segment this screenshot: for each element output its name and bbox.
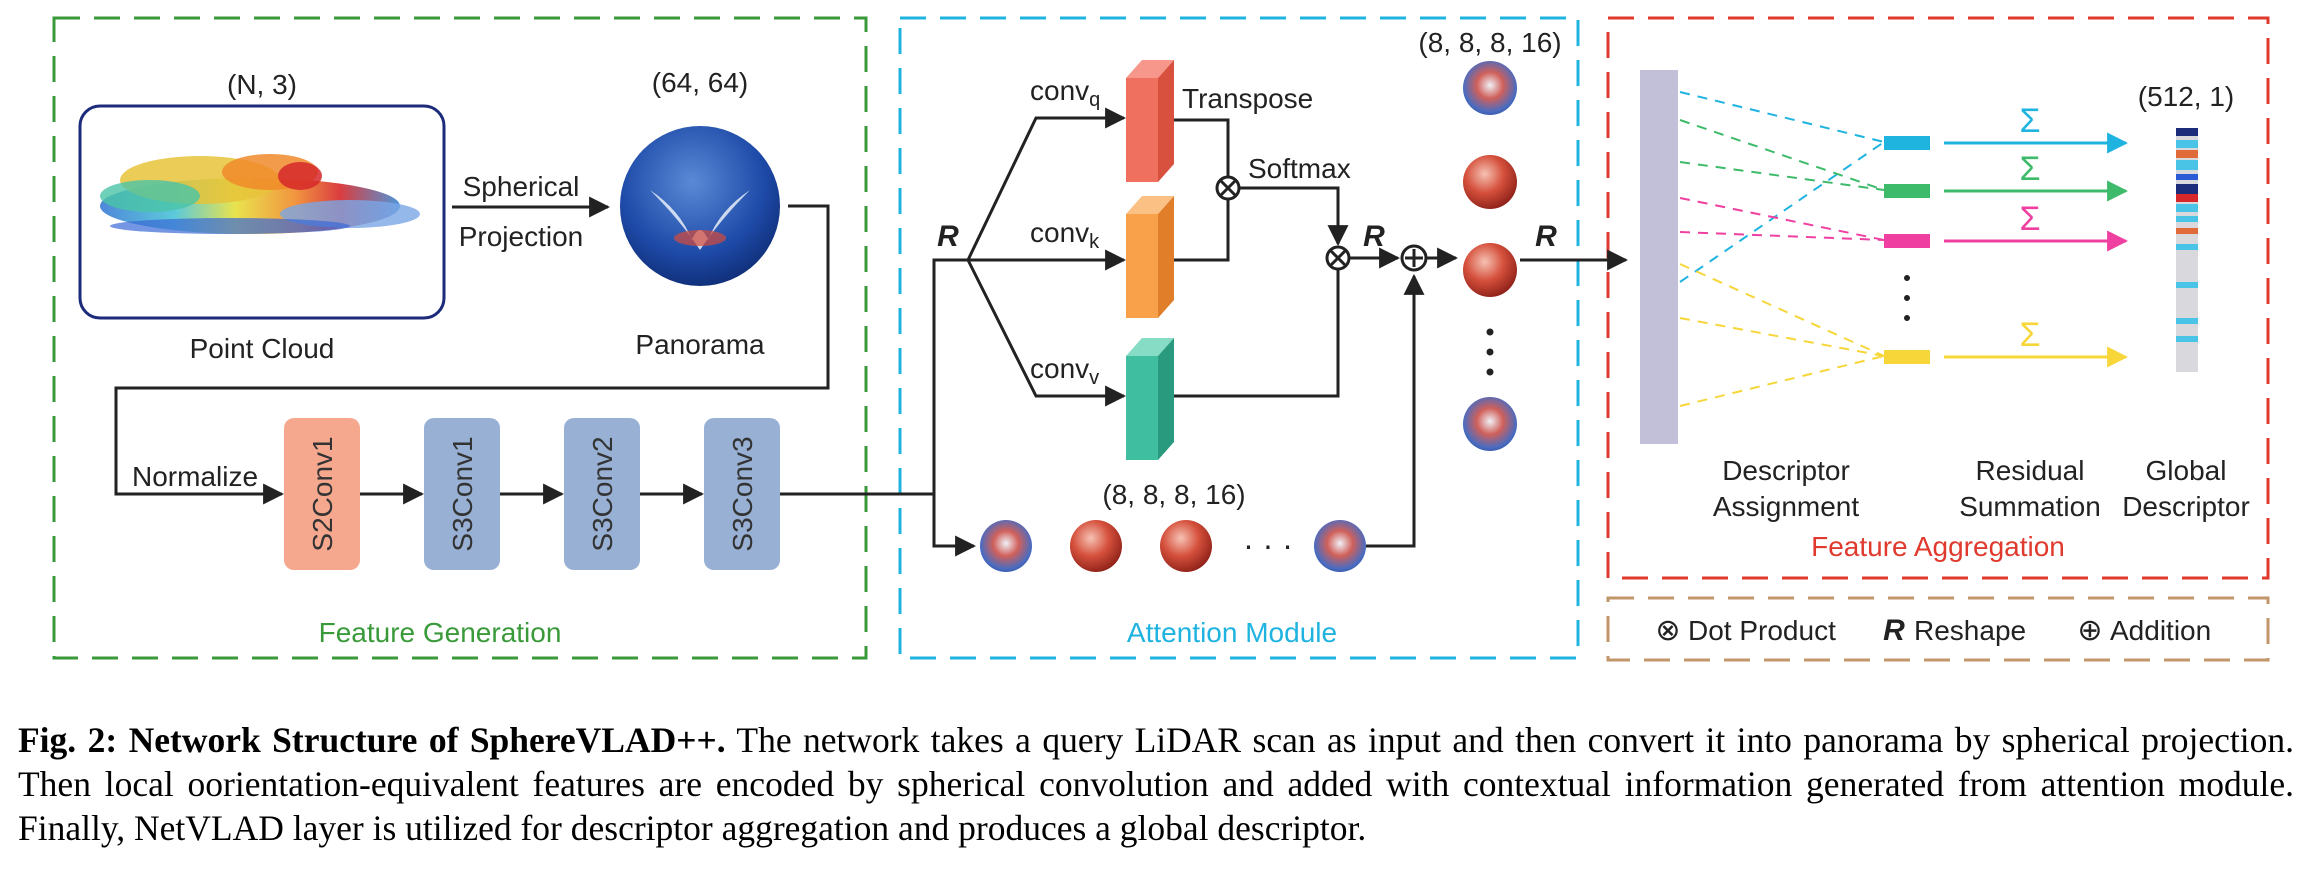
addition-icon (1400, 244, 1428, 272)
branch-q-line (966, 107, 1127, 261)
top-shape: (8, 8, 8, 16) (1418, 27, 1561, 58)
trunk-up-line (932, 258, 968, 494)
branch-v-line (966, 259, 1127, 407)
panorama-shape: (64, 64) (652, 67, 749, 98)
right-sphere-2 (1463, 155, 1517, 209)
dot-product-v-icon (1325, 245, 1351, 271)
point-cloud-label: Point Cloud (190, 333, 335, 364)
cluster-3-bar (1884, 234, 1930, 248)
sum-2-symbol: Σ (2019, 150, 2040, 188)
conv-q-label: convq (1030, 75, 1100, 111)
s3conv1-label: S3Conv1 (447, 436, 478, 551)
k-to-dot-line (1174, 200, 1230, 262)
panorama-sphere (620, 126, 780, 286)
trunk-down-line (932, 494, 977, 557)
legend-box (1606, 596, 2270, 662)
transpose-label: Transpose (1182, 83, 1313, 114)
softmax-line (1240, 186, 1349, 247)
legend-dot-product-label: Dot Product (1688, 615, 1836, 646)
global-shape: (512, 1) (2138, 81, 2235, 112)
conv-k-label: convk (1030, 217, 1100, 253)
legend-dot-product-symbol: ⊗ (1655, 614, 1680, 647)
softmax-label: Softmax (1248, 153, 1351, 184)
residual-summation-line2: Summation (1959, 491, 2101, 522)
s2conv1-block: S2Conv1 (284, 418, 360, 570)
legend-addition-symbol: ⊕ (2077, 614, 2102, 647)
projection-label-line2: Projection (459, 221, 584, 252)
feature-aggregation-title: Feature Aggregation (1811, 531, 2065, 562)
v-to-dot-line (1174, 270, 1340, 398)
sum-3-symbol: Σ (2019, 200, 2040, 238)
global-descriptor-line1: Global (2146, 455, 2227, 486)
descriptor-assignment-line2: Assignment (1713, 491, 1860, 522)
conv-v-block (1126, 338, 1174, 460)
global-descriptor-line2: Descriptor (2122, 491, 2250, 522)
sum-1-symbol: Σ (2019, 102, 2040, 140)
descriptor-bar (1640, 70, 1678, 444)
projection-label-line1: Spherical (463, 171, 580, 202)
bottom-ellipsis: · · · (1243, 527, 1293, 563)
feature-aggregation-box (1606, 16, 2270, 580)
bottom-sphere-1 (980, 520, 1032, 572)
panorama-label: Panorama (635, 329, 765, 360)
cluster-4-bar (1884, 350, 1930, 364)
caption-title: Fig. 2: Network Structure of SphereVLAD+… (18, 720, 726, 760)
bottom-sphere-3 (1160, 520, 1212, 572)
s2conv1-label: S2Conv1 (307, 436, 338, 551)
cluster-vertical-ellipsis (1904, 275, 1910, 321)
feature-generation-box (52, 16, 868, 660)
attention-module-title: Attention Module (1127, 617, 1337, 648)
normalize-label: Normalize (132, 461, 258, 492)
residual-summation-line1: Residual (1976, 455, 2085, 486)
point-cloud-image (100, 154, 420, 234)
cluster-2-bar (1884, 184, 1930, 198)
q-to-dot-line (1174, 118, 1230, 176)
attention-reshape-symbol-2: R (1363, 220, 1385, 253)
conv-k-block (1126, 196, 1174, 318)
caption-body: The network takes a query LiDAR scan as … (18, 720, 2294, 848)
bottom-sphere-2 (1070, 520, 1122, 572)
right-vertical-ellipsis (1486, 328, 1494, 376)
sum-4-symbol: Σ (2019, 316, 2040, 354)
right-sphere-4 (1463, 397, 1517, 451)
legend-reshape-symbol: R (1883, 614, 1905, 647)
bottom-shape: (8, 8, 8, 16) (1102, 479, 1245, 510)
point-cloud-shape: (N, 3) (227, 69, 297, 100)
s3conv2-block: S3Conv2 (564, 418, 640, 570)
global-descriptor-bar (2176, 128, 2198, 372)
legend-addition-label: Addition (2110, 615, 2211, 646)
panorama-to-normalize-line (114, 204, 830, 505)
bottom-sphere-4 (1314, 520, 1366, 572)
s3conv2-label: S3Conv2 (587, 436, 618, 551)
conv-v-label: convv (1030, 353, 1099, 389)
feature-generation-title: Feature Generation (319, 617, 562, 648)
attention-reshape-symbol: R (937, 220, 959, 253)
s3conv3-label: S3Conv3 (727, 436, 758, 551)
assignment-lines (1679, 91, 1885, 407)
cluster-1-bar (1884, 136, 1930, 150)
attention-module-box (898, 16, 1580, 660)
aggregation-reshape-symbol: R (1535, 220, 1557, 253)
figure-caption: Fig. 2: Network Structure of SphereVLAD+… (18, 718, 2294, 850)
right-sphere-1 (1463, 61, 1517, 115)
s3conv3-block: S3Conv3 (704, 418, 780, 570)
conv-q-block (1126, 60, 1174, 182)
descriptor-assignment-line1: Descriptor (1722, 455, 1850, 486)
bottom-to-add-line (1366, 273, 1425, 548)
legend-reshape-label: Reshape (1914, 615, 2026, 646)
network-diagram: Feature Generation Attention Module Feat… (52, 16, 2270, 662)
right-sphere-3 (1463, 243, 1517, 297)
s3conv1-block: S3Conv1 (424, 418, 500, 570)
dot-product-qk-icon (1215, 175, 1241, 201)
